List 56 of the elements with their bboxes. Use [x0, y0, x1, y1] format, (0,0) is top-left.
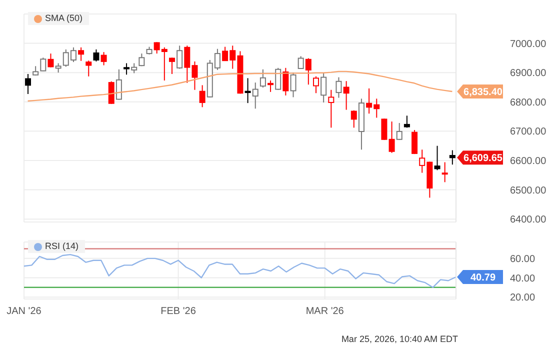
- candlestick: [176, 45, 183, 70]
- x-tick-label: MAR '26: [306, 306, 344, 318]
- data-label: 40.79: [470, 272, 496, 284]
- candlestick: [199, 84, 206, 108]
- legend-label: RSI (14): [45, 241, 79, 252]
- candlestick: [336, 76, 342, 98]
- line-series: [27, 70, 453, 102]
- candlestick: [25, 74, 31, 94]
- y-tick-label: 40.00: [510, 273, 536, 284]
- candlestick: [100, 52, 107, 66]
- candlestick: [404, 115, 410, 128]
- text: 6,609.65: [464, 153, 502, 164]
- candlestick: [412, 130, 418, 155]
- candlestick: [244, 78, 251, 104]
- y-tick-label: 7000.00: [510, 38, 547, 50]
- line-series: [23, 254, 457, 288]
- text: Mar 25, 2026, 10:40 AM EDT: [340, 334, 459, 344]
- candlestick: [108, 80, 114, 104]
- legend-label: SMA (50): [45, 13, 83, 24]
- y-tick-label: 6500.00: [510, 185, 547, 196]
- y-tick-label: 6600.00: [510, 156, 547, 168]
- candlestick: [78, 46, 84, 62]
- candlestick: [442, 162, 448, 183]
- candlestick: [305, 58, 312, 86]
- candlestick: [343, 80, 350, 110]
- candlestick: [381, 118, 388, 140]
- y-tick-label: 6900.00: [510, 68, 547, 80]
- candlestick: [388, 121, 395, 154]
- y-tick-label: 6400.00: [510, 214, 547, 226]
- x-tick-label: FEB '26: [160, 306, 196, 318]
- candlestick: [86, 60, 92, 77]
- candlestick: [169, 57, 175, 75]
- candlestick: [138, 53, 145, 67]
- candlestick: [48, 53, 54, 68]
- candlestick: [260, 68, 266, 88]
- candlestick: [449, 150, 456, 166]
- candlestick: [290, 72, 296, 98]
- y-tick-label: 20.00: [510, 292, 536, 304]
- candlestick: [131, 62, 138, 74]
- y-tick-label: 6800.00: [510, 97, 547, 108]
- data-label: 6,835.40: [464, 87, 503, 98]
- x-tick-label: JAN '26: [6, 306, 42, 318]
- candlestick: [328, 89, 334, 128]
- candlestick: [298, 56, 304, 70]
- candlestick: [93, 48, 100, 62]
- candlestick: [268, 80, 274, 92]
- candlestick: [396, 122, 402, 140]
- candlestick: [116, 68, 122, 100]
- candlestick: [350, 110, 357, 128]
- candlestick: [252, 82, 258, 110]
- y-tick-label: 6700.00: [510, 126, 547, 138]
- y-tick-label: 60.00: [510, 254, 536, 265]
- candlestick: [275, 67, 282, 90]
- candlestick: [434, 145, 440, 171]
- candlestick: [124, 62, 130, 76]
- candlestick: [282, 67, 289, 96]
